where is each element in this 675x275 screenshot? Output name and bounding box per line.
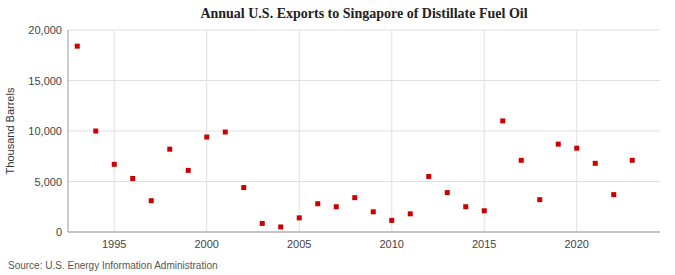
- axes: 0 5,000 10,000 15,000 20,000 1995 2000 2005 2010…: [28, 24, 660, 250]
- grid-line: [68, 30, 660, 31]
- point: [408, 211, 413, 216]
- point: [500, 118, 505, 123]
- grid: [68, 30, 660, 232]
- x-tick-label: 2010: [380, 238, 404, 250]
- grid-line: [68, 80, 660, 81]
- y-axis-line: [68, 30, 69, 232]
- y-tick-label: 15,000: [28, 75, 62, 87]
- grid-line: [299, 30, 300, 232]
- grid-line: [68, 232, 660, 233]
- point: [463, 204, 468, 209]
- point: [204, 135, 209, 140]
- y-tick-label: 0: [56, 226, 62, 238]
- point: [93, 129, 98, 134]
- x-tick-label: 2000: [195, 238, 219, 250]
- y-axis-label: Thousand Barrels: [4, 87, 16, 174]
- grid-line: [68, 131, 660, 132]
- y-tick-label: 5,000: [34, 176, 62, 188]
- point: [519, 158, 524, 163]
- x-tick-label: 2005: [287, 238, 311, 250]
- chart: 0 5,000 10,000 15,000 20,000 1995 2000 2005 2010…: [0, 0, 675, 275]
- grid-line: [484, 30, 485, 232]
- point: [611, 192, 616, 197]
- point: [149, 198, 154, 203]
- title: Annual U.S. Exports to Singapore of Dist…: [200, 6, 527, 21]
- point: [445, 190, 450, 195]
- y-tick-label: 10,000: [28, 125, 62, 137]
- point: [630, 158, 635, 163]
- point: [260, 221, 265, 226]
- grid-line: [576, 30, 577, 232]
- point: [167, 147, 172, 152]
- point: [315, 201, 320, 206]
- point: [574, 146, 579, 151]
- point: [593, 161, 598, 166]
- grid-line: [68, 181, 660, 182]
- chart-container: 0 5,000 10,000 15,000 20,000 1995 2000 2005 2010…: [0, 0, 675, 275]
- point: [223, 130, 228, 135]
- point: [352, 195, 357, 200]
- point: [482, 208, 487, 213]
- points: [75, 44, 635, 230]
- point: [241, 185, 246, 190]
- grid-line: [206, 30, 207, 232]
- point: [130, 176, 135, 181]
- point: [389, 218, 394, 223]
- point: [75, 44, 80, 49]
- point: [371, 209, 376, 214]
- point: [426, 174, 431, 179]
- grid-line: [114, 30, 115, 232]
- point: [112, 162, 117, 167]
- point: [297, 215, 302, 220]
- point: [278, 224, 283, 229]
- grid-line: [391, 30, 392, 232]
- point: [537, 197, 542, 202]
- source-note: Source: U.S. Energy Information Administ…: [8, 260, 218, 271]
- x-axis-line: [68, 232, 660, 233]
- point: [334, 204, 339, 209]
- x-tick-label: 2015: [472, 238, 496, 250]
- y-tick-label: 20,000: [28, 24, 62, 36]
- point: [186, 168, 191, 173]
- point: [556, 142, 561, 147]
- x-tick-label: 2020: [565, 238, 589, 250]
- x-tick-label: 1995: [102, 238, 126, 250]
